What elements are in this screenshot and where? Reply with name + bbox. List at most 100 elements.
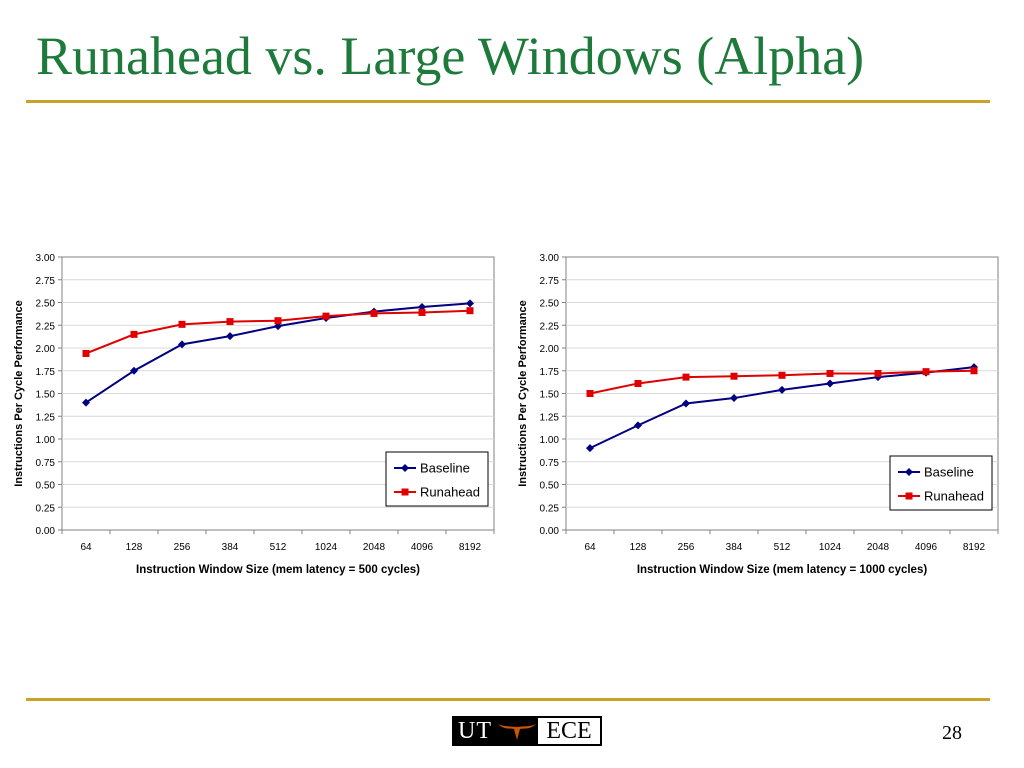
y-tick-label: 2.00 xyxy=(540,344,560,355)
point-runahead xyxy=(274,317,282,325)
point-runahead xyxy=(778,371,786,379)
point-runahead xyxy=(970,367,978,375)
x-tick-label: 1024 xyxy=(315,542,338,553)
x-tick-label: 4096 xyxy=(915,542,938,553)
y-tick-label: 0.75 xyxy=(540,458,560,469)
ut-ece-logo: UT ECE xyxy=(452,716,602,746)
point-runahead xyxy=(874,369,882,377)
point-baseline xyxy=(826,379,834,388)
y-tick-label: 2.00 xyxy=(36,344,56,355)
legend-box xyxy=(889,455,993,511)
y-tick-label: 0.25 xyxy=(36,503,56,514)
point-baseline xyxy=(730,394,738,403)
point-runahead xyxy=(466,307,474,315)
logo-ut-text: UT xyxy=(454,718,496,744)
logo-ece-text: ECE xyxy=(546,718,592,744)
point-baseline xyxy=(82,398,90,407)
x-tick-label: 64 xyxy=(80,542,92,553)
y-tick-label: 1.50 xyxy=(540,390,560,401)
legend: Baseline Runahead xyxy=(889,455,993,511)
series-runahead xyxy=(586,367,978,397)
footer-divider xyxy=(26,698,990,701)
chart-mem-latency-1000: 0.00 0.25 0.50 0.75 1.00 1.25 1.50 1.75 2.00 2.25… xyxy=(510,240,1010,585)
y-tick-label: 1.00 xyxy=(540,435,560,446)
point-baseline xyxy=(226,332,234,341)
page-number: 28 xyxy=(942,722,962,744)
legend-marker-baseline xyxy=(401,464,409,472)
x-tick-label: 512 xyxy=(774,542,791,553)
legend-box xyxy=(385,451,489,507)
point-baseline xyxy=(586,444,594,453)
x-tick-label: 2048 xyxy=(867,542,890,553)
legend-label-baseline: Baseline xyxy=(924,465,974,480)
legend-marker-baseline xyxy=(905,468,913,476)
y-tick-label: 2.25 xyxy=(540,321,560,332)
x-tick-label: 2048 xyxy=(363,542,386,553)
y-tick-label: 2.75 xyxy=(540,276,560,287)
point-runahead xyxy=(82,349,90,357)
point-runahead xyxy=(322,312,330,320)
slide-title: Runahead vs. Large Windows (Alpha) xyxy=(36,26,865,86)
point-runahead xyxy=(178,320,186,328)
x-tick-label: 128 xyxy=(126,542,143,553)
y-tick-label: 1.75 xyxy=(540,367,560,378)
point-baseline xyxy=(778,385,786,394)
legend-label-runahead: Runahead xyxy=(924,489,984,504)
point-runahead xyxy=(922,368,930,376)
x-tick-label: 4096 xyxy=(411,542,434,553)
point-runahead xyxy=(586,390,594,397)
longhorn-icon xyxy=(496,718,538,744)
x-tick-label: 64 xyxy=(584,542,596,553)
y-tick-label: 0.50 xyxy=(36,481,56,492)
y-tick-label: 1.75 xyxy=(36,367,56,378)
y-tick-label: 1.50 xyxy=(36,390,56,401)
x-axis-label: Instruction Window Size (mem latency = 5… xyxy=(136,564,420,576)
point-baseline xyxy=(634,421,642,430)
x-tick-label: 384 xyxy=(222,542,239,553)
x-tick-label: 1024 xyxy=(819,542,842,553)
y-axis-label: Instructions Per Cycle Performance xyxy=(13,300,25,486)
x-tick-label: 128 xyxy=(630,542,647,553)
point-runahead xyxy=(682,373,690,381)
y-tick-label: 2.50 xyxy=(36,299,56,310)
point-baseline xyxy=(466,299,474,308)
y-tick-label: 0.50 xyxy=(540,481,560,492)
x-tick-label: 256 xyxy=(174,542,191,553)
point-runahead xyxy=(634,379,642,387)
y-tick-label: 0.75 xyxy=(36,458,56,469)
x-axis-label: Instruction Window Size (mem latency = 1… xyxy=(637,564,928,576)
legend-marker-runahead xyxy=(401,488,409,496)
x-tick-label: 256 xyxy=(678,542,695,553)
y-tick-label: 1.00 xyxy=(36,435,56,446)
chart-svg: 0.00 0.25 0.50 0.75 1.00 1.25 1.50 1.75 2.00 2.25… xyxy=(517,253,999,576)
y-tick-label: 0.25 xyxy=(540,503,560,514)
x-tick-label: 512 xyxy=(270,542,287,553)
y-tick-label: 2.25 xyxy=(36,321,56,332)
legend-label-runahead: Runahead xyxy=(420,485,480,500)
legend-label-baseline: Baseline xyxy=(420,461,470,476)
y-tick-label: 3.00 xyxy=(540,253,560,264)
point-baseline xyxy=(130,366,138,375)
x-tick-label: 8192 xyxy=(459,542,482,553)
series-runahead xyxy=(82,307,474,357)
point-runahead xyxy=(418,309,426,317)
y-tick-label: 2.75 xyxy=(36,276,56,287)
y-tick-label: 2.50 xyxy=(540,299,560,310)
point-baseline xyxy=(682,399,690,408)
point-runahead xyxy=(826,369,834,377)
legend: Baseline Runahead xyxy=(385,451,489,507)
y-tick-label: 1.25 xyxy=(540,412,560,423)
x-tick-label: 8192 xyxy=(963,542,986,553)
point-runahead xyxy=(730,372,738,380)
x-tick-label: 384 xyxy=(726,542,743,553)
chart-svg: 0.00 0.25 0.50 0.75 1.00 1.25 1.50 1.75 2.00 2.25… xyxy=(13,253,495,576)
legend-marker-runahead xyxy=(905,492,913,500)
title-divider xyxy=(26,100,990,103)
y-tick-label: 0.00 xyxy=(36,526,56,537)
point-baseline xyxy=(178,340,186,349)
y-tick-label: 3.00 xyxy=(36,253,56,264)
y-tick-label: 0.00 xyxy=(540,526,560,537)
y-tick-label: 1.25 xyxy=(36,412,56,423)
point-runahead xyxy=(370,309,378,317)
point-runahead xyxy=(130,330,138,338)
